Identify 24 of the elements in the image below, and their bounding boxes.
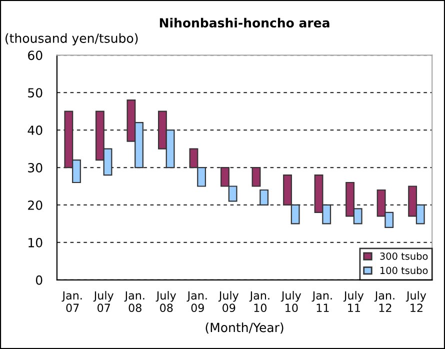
x-tick-label: July 08 [156, 291, 176, 312]
y-tick-label: 50 [28, 88, 42, 98]
chart-title: Nihonbashi-honcho area [160, 18, 330, 28]
y-tick-label: 40 [28, 126, 42, 135]
x-tick-label: July 09 [218, 291, 239, 312]
y-tick-label: 10 [28, 238, 42, 248]
x-tick-label: July 10 [280, 291, 302, 312]
y-tick-label: 60 [28, 50, 42, 60]
x-tick-label: Jan. 10 [249, 291, 270, 312]
y-axis-title: (thousand yen/tsubo) [6, 33, 138, 46]
x-axis-title: (Month/Year) [206, 322, 284, 334]
x-tick-label: Jan. 11 [312, 291, 332, 312]
y-tick-label: 20 [28, 200, 42, 210]
x-tick-label: Jan. 12 [374, 291, 394, 312]
legend-label: 100 tsubo [380, 266, 428, 274]
y-tick-label: 30 [28, 162, 42, 172]
x-tick-label: July 12 [406, 291, 426, 312]
x-tick-label: July 07 [93, 291, 114, 312]
x-tick-label: July 11 [343, 291, 364, 312]
x-tick-label: Jan. 09 [186, 291, 207, 312]
y-tick-label: 0 [36, 275, 42, 285]
x-tick-label: Jan. 08 [124, 291, 144, 312]
x-tick-label: Jan. 07 [62, 291, 82, 312]
legend-label: 300 tsubo [380, 252, 428, 260]
